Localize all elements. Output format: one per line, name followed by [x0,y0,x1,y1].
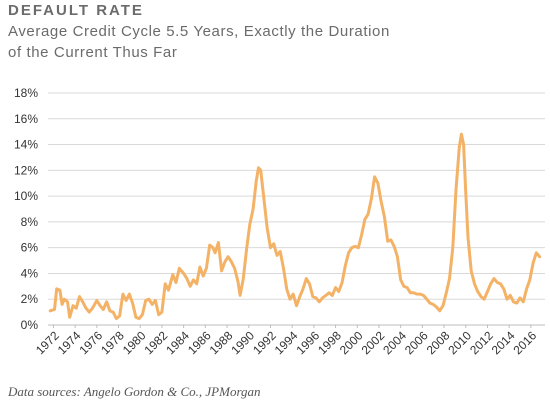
y-tick-label: 10% [14,189,38,203]
x-tick-label: 1982 [142,328,171,357]
x-tick-label: 2014 [489,328,518,357]
x-tick-label: 2016 [510,328,539,357]
x-axis: 1972197419761978198019821984198619881990… [33,325,539,357]
x-tick-label: 1990 [228,328,257,357]
x-tick-label: 2006 [402,328,431,357]
x-tick-label: 2008 [424,328,453,357]
chart-title: DEFAULT RATE [8,2,144,19]
x-tick-label: 1984 [163,328,192,357]
y-tick-label: 0% [21,318,39,332]
y-tick-label: 8% [21,215,39,229]
y-tick-label: 14% [14,138,38,152]
x-tick-label: 1992 [250,328,279,357]
x-tick-label: 2012 [467,328,496,357]
y-axis: 0% 2% 4% 6% 8% 10% 12% 14% 16% 18% [14,86,38,332]
x-tick-label: 2000 [337,328,366,357]
y-tick-label: 16% [14,112,38,126]
x-tick-label: 1972 [33,328,62,357]
x-tick-label: 1994 [272,328,301,357]
x-tick-label: 1980 [120,328,149,357]
data-source-note: Data sources: Angelo Gordon & Co., JPMor… [8,384,261,399]
x-tick-label: 1998 [315,328,344,357]
chart-subtitle: Average Credit Cycle 5.5 Years, Exactly … [8,21,528,63]
chart-subtitle-line-1: Average Credit Cycle 5.5 Years, Exactly … [8,23,390,40]
y-tick-label: 18% [14,86,38,100]
chart-subtitle-line-2: of the Current Thus Far [8,44,178,61]
y-tick-label: 6% [21,241,39,255]
x-tick-label: 1976 [76,328,105,357]
y-tick-label: 12% [14,163,38,177]
gridlines [48,92,545,326]
x-tick-label: 1978 [98,328,127,357]
series-group [48,132,542,321]
x-tick-label: 2004 [380,328,409,357]
x-tick-label: 2002 [359,328,388,357]
x-tick-label: 2010 [445,328,474,357]
x-tick-label: 1996 [293,328,322,357]
y-tick-label: 4% [21,266,39,280]
x-tick-label: 1974 [55,328,84,357]
x-tick-label: 1988 [207,328,236,357]
y-tick-label: 2% [21,292,39,306]
x-tick-label: 1986 [185,328,214,357]
default-rate-series-line [48,132,542,321]
